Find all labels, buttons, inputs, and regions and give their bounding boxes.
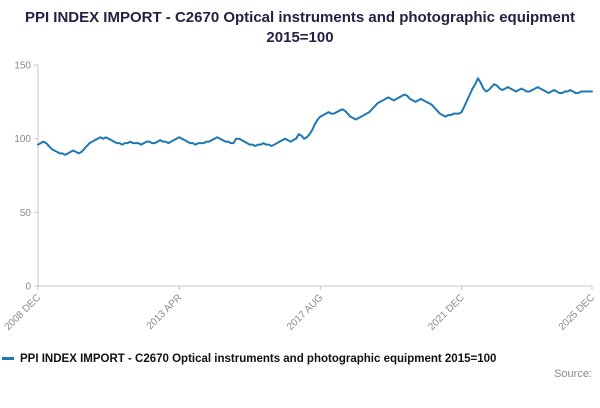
y-tick-label: 0 [25, 281, 31, 292]
line-chart: 0 50 100 150 2008 DEC 2013 APR 2017 AUG 2021 D… [3, 60, 597, 333]
legend-label: PPI INDEX IMPORT - C2670 Optical instrum… [20, 352, 497, 365]
y-tick-label: 50 [20, 207, 32, 218]
x-tick-label: 2008 DEC [3, 292, 43, 332]
x-tick-label: 2013 APR [145, 292, 185, 332]
data-series-line [37, 76, 593, 156]
source-label: Source: [554, 367, 592, 380]
y-tick-label: 150 [14, 60, 31, 71]
x-tick-label: 2017 AUG [285, 292, 326, 333]
legend-line-swatch [2, 357, 14, 360]
x-tick-label: 2025 DEC [557, 292, 597, 332]
x-axis-ticks: 2008 DEC 2013 APR 2017 AUG 2021 DEC 2025 DEC [3, 285, 597, 333]
y-tick-label: 100 [14, 134, 31, 145]
y-axis-ticks: 0 50 100 150 [14, 60, 38, 292]
legend: PPI INDEX IMPORT - C2670 Optical instrum… [0, 353, 600, 365]
x-tick-label: 2021 DEC [426, 292, 466, 332]
chart-area: 0 50 100 150 2008 DEC 2013 APR 2017 AUG 2021 D… [0, 49, 600, 351]
chart-title: PPI INDEX IMPORT - C2670 Optical instrum… [24, 9, 576, 47]
